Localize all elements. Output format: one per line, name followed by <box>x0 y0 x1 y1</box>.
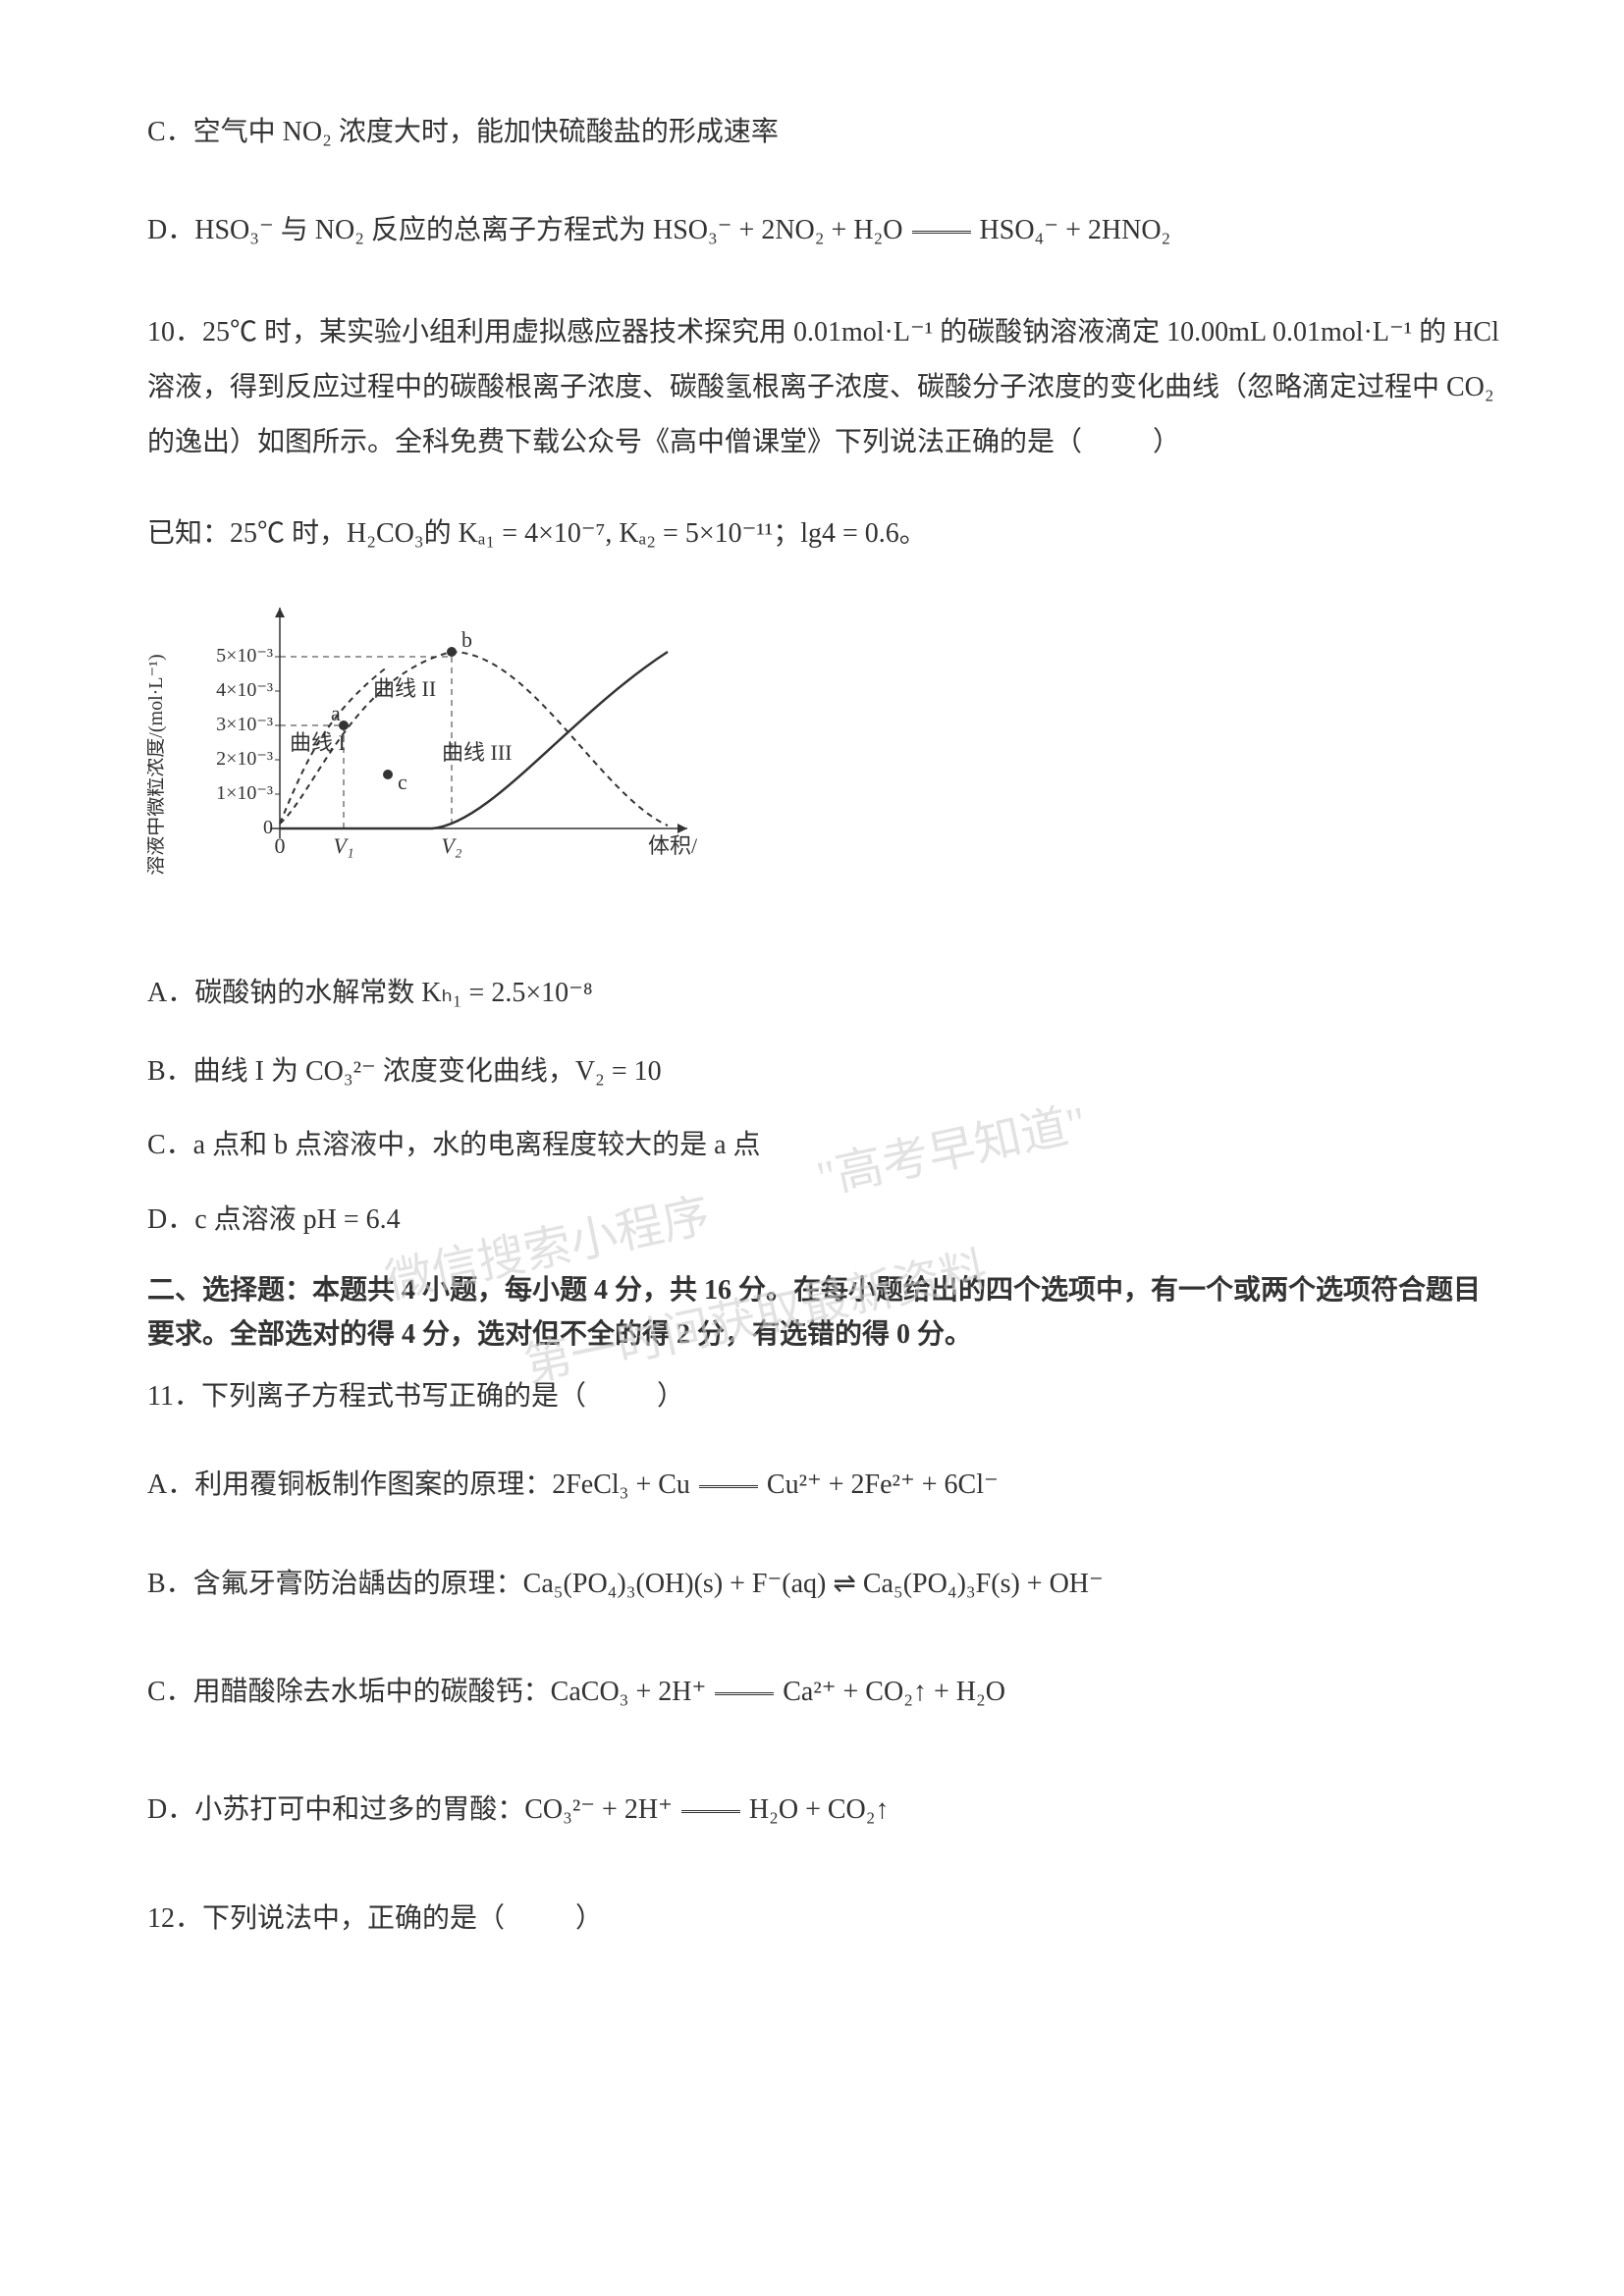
q12-stem: 12．下列说法中，正确的是（ ） <box>147 1895 1506 1944</box>
point-c-label: c <box>398 770 407 794</box>
x-ticks: 0 V₁ V₂ <box>275 833 462 858</box>
stem-text: 10．25℃ 时，某实验小组利用虚拟感应器技术探究用 0.01mol·L⁻¹ 的… <box>147 317 1499 457</box>
q10-chart: 溶液中微粒浓度/(mol·L⁻¹) 0 1×10⁻³ 2×10⁻³ 3×10⁻³… <box>147 588 1506 938</box>
option-text-suffix: Ca²⁺ + CO₂↑ + H₂O <box>776 1677 1005 1707</box>
stem-text: 11．下列离子方程式书写正确的是（ <box>147 1381 586 1412</box>
equals-line-icon <box>912 231 971 234</box>
point-a-label: a <box>331 701 341 725</box>
stem-end: ） <box>1153 427 1180 457</box>
xtick-v1: V₁ <box>333 833 353 858</box>
option-text-prefix: C．用醋酸除去水垢中的碳酸钙：CaCO₃ + 2H⁺ <box>147 1677 713 1707</box>
ytick-5: 5×10⁻³ <box>216 645 273 667</box>
q11-option-c: C．用醋酸除去水垢中的碳酸钙：CaCO₃ + 2H⁺ Ca²⁺ + CO₂↑ +… <box>147 1668 1506 1717</box>
section-2-header: 二、选择题：本题共 4 小题，每小题 4 分，共 16 分。在每小题给出的四个选… <box>147 1269 1506 1358</box>
q11-option-b: B．含氟牙膏防治龋齿的原理：Ca₅(PO₄)₃(OH)(s) + F⁻(aq) … <box>147 1560 1506 1609</box>
option-text: A．碳酸钠的水解常数 Kₕ₁ = 2.5×10⁻⁸ <box>147 978 593 1008</box>
option-text-suffix: H₂O + CO₂↑ <box>742 1794 890 1825</box>
ytick-0: 0 <box>263 817 273 838</box>
stem-text: 12．下列说法中，正确的是（ <box>147 1903 505 1934</box>
q10-option-d: D．c 点溶液 pH = 6.4 <box>147 1196 1506 1245</box>
q10-option-a: A．碳酸钠的水解常数 Kₕ₁ = 2.5×10⁻⁸ <box>147 969 1506 1018</box>
curve3-label: 曲线 III <box>442 740 512 765</box>
q9-option-d: D．HSO₃⁻ 与 NO₂ 反应的总离子方程式为 HSO₃⁻ + 2NO₂ + … <box>147 206 1506 255</box>
equals-line-icon <box>715 1692 774 1695</box>
q10-stem: 10．25℃ 时，某实验小组利用虚拟感应器技术探究用 0.01mol·L⁻¹ 的… <box>147 305 1506 470</box>
option-text-suffix: Ca₅(PO₄)₃F(s) + OH⁻ <box>856 1569 1104 1599</box>
x-axis-arrow-icon <box>677 824 687 833</box>
section-header-text: 二、选择题：本题共 4 小题，每小题 4 分，共 16 分。在每小题给出的四个选… <box>147 1275 1481 1350</box>
y-axis-arrow-icon <box>275 608 285 617</box>
option-text-suffix: HSO₄⁻ + 2HNO₂ <box>973 215 1171 245</box>
q11-option-d: D．小苏打可中和过多的胃酸：CO₃²⁻ + 2H⁺ H₂O + CO₂↑ <box>147 1786 1506 1835</box>
point-b-label: b <box>461 627 472 652</box>
curve1-label: 曲线 I <box>290 730 346 755</box>
ytick-2: 2×10⁻³ <box>216 748 273 770</box>
option-text-prefix: B．含氟牙膏防治龋齿的原理：Ca₅(PO₄)₃(OH)(s) + F⁻(aq) <box>147 1569 833 1599</box>
q10-option-c: C．a 点和 b 点溶液中，水的电离程度较大的是 a 点 <box>147 1121 1506 1170</box>
option-text: C．空气中 NO₂ 浓度大时，能加快硫酸盐的形成速率 <box>147 117 779 147</box>
point-c <box>383 770 393 779</box>
xtick-v2: V₂ <box>441 833 461 858</box>
option-text: D．c 点溶液 pH = 6.4 <box>147 1204 401 1235</box>
option-text-prefix: D．HSO₃⁻ 与 NO₂ 反应的总离子方程式为 HSO₃⁻ + 2NO₂ + … <box>147 215 910 245</box>
ytick-3: 3×10⁻³ <box>216 714 273 735</box>
stem-end: ） <box>657 1381 684 1412</box>
curve2-label: 曲线 II <box>373 676 436 701</box>
xtick-0: 0 <box>275 833 286 858</box>
titration-chart-svg: 溶液中微粒浓度/(mol·L⁻¹) 0 1×10⁻³ 2×10⁻³ 3×10⁻³… <box>147 588 697 922</box>
q10-known: 已知：25℃ 时，H₂CO₃的 Kₐ₁ = 4×10⁻⁷, Kₐ₂ = 5×10… <box>147 509 1506 559</box>
equals-line-icon <box>681 1810 740 1813</box>
stem-end: ） <box>575 1903 603 1934</box>
option-text-prefix: D．小苏打可中和过多的胃酸：CO₃²⁻ + 2H⁺ <box>147 1794 679 1825</box>
option-text-prefix: A．利用覆铜板制作图案的原理：2FeCl₃ + Cu <box>147 1469 697 1500</box>
ytick-4: 4×10⁻³ <box>216 679 273 701</box>
y-ticks: 0 1×10⁻³ 2×10⁻³ 3×10⁻³ 4×10⁻³ 5×10⁻³ <box>216 645 273 838</box>
x-axis-label: 体积/mL <box>648 833 697 858</box>
known-text: 已知：25℃ 时，H₂CO₃的 Kₐ₁ = 4×10⁻⁷, Kₐ₂ = 5×10… <box>147 518 927 549</box>
q11-option-a: A．利用覆铜板制作图案的原理：2FeCl₃ + Cu Cu²⁺ + 2Fe²⁺ … <box>147 1461 1506 1510</box>
equilibrium-arrow-icon: ⇌ <box>833 1569 855 1599</box>
option-text: C．a 点和 b 点溶液中，水的电离程度较大的是 a 点 <box>147 1130 761 1160</box>
option-text-suffix: Cu²⁺ + 2Fe²⁺ + 6Cl⁻ <box>760 1469 999 1500</box>
equals-line-icon <box>699 1485 758 1488</box>
q9-option-c: C．空气中 NO₂ 浓度大时，能加快硫酸盐的形成速率 <box>147 108 1506 157</box>
point-b <box>447 647 457 657</box>
q11-stem: 11．下列离子方程式书写正确的是（ ） <box>147 1372 1506 1421</box>
ytick-1: 1×10⁻³ <box>216 782 273 804</box>
y-axis-label: 溶液中微粒浓度/(mol·L⁻¹) <box>147 654 167 875</box>
option-text: B．曲线 I 为 CO₃²⁻ 浓度变化曲线，V₂ = 10 <box>147 1056 662 1087</box>
q10-option-b: B．曲线 I 为 CO₃²⁻ 浓度变化曲线，V₂ = 10 <box>147 1047 1506 1096</box>
